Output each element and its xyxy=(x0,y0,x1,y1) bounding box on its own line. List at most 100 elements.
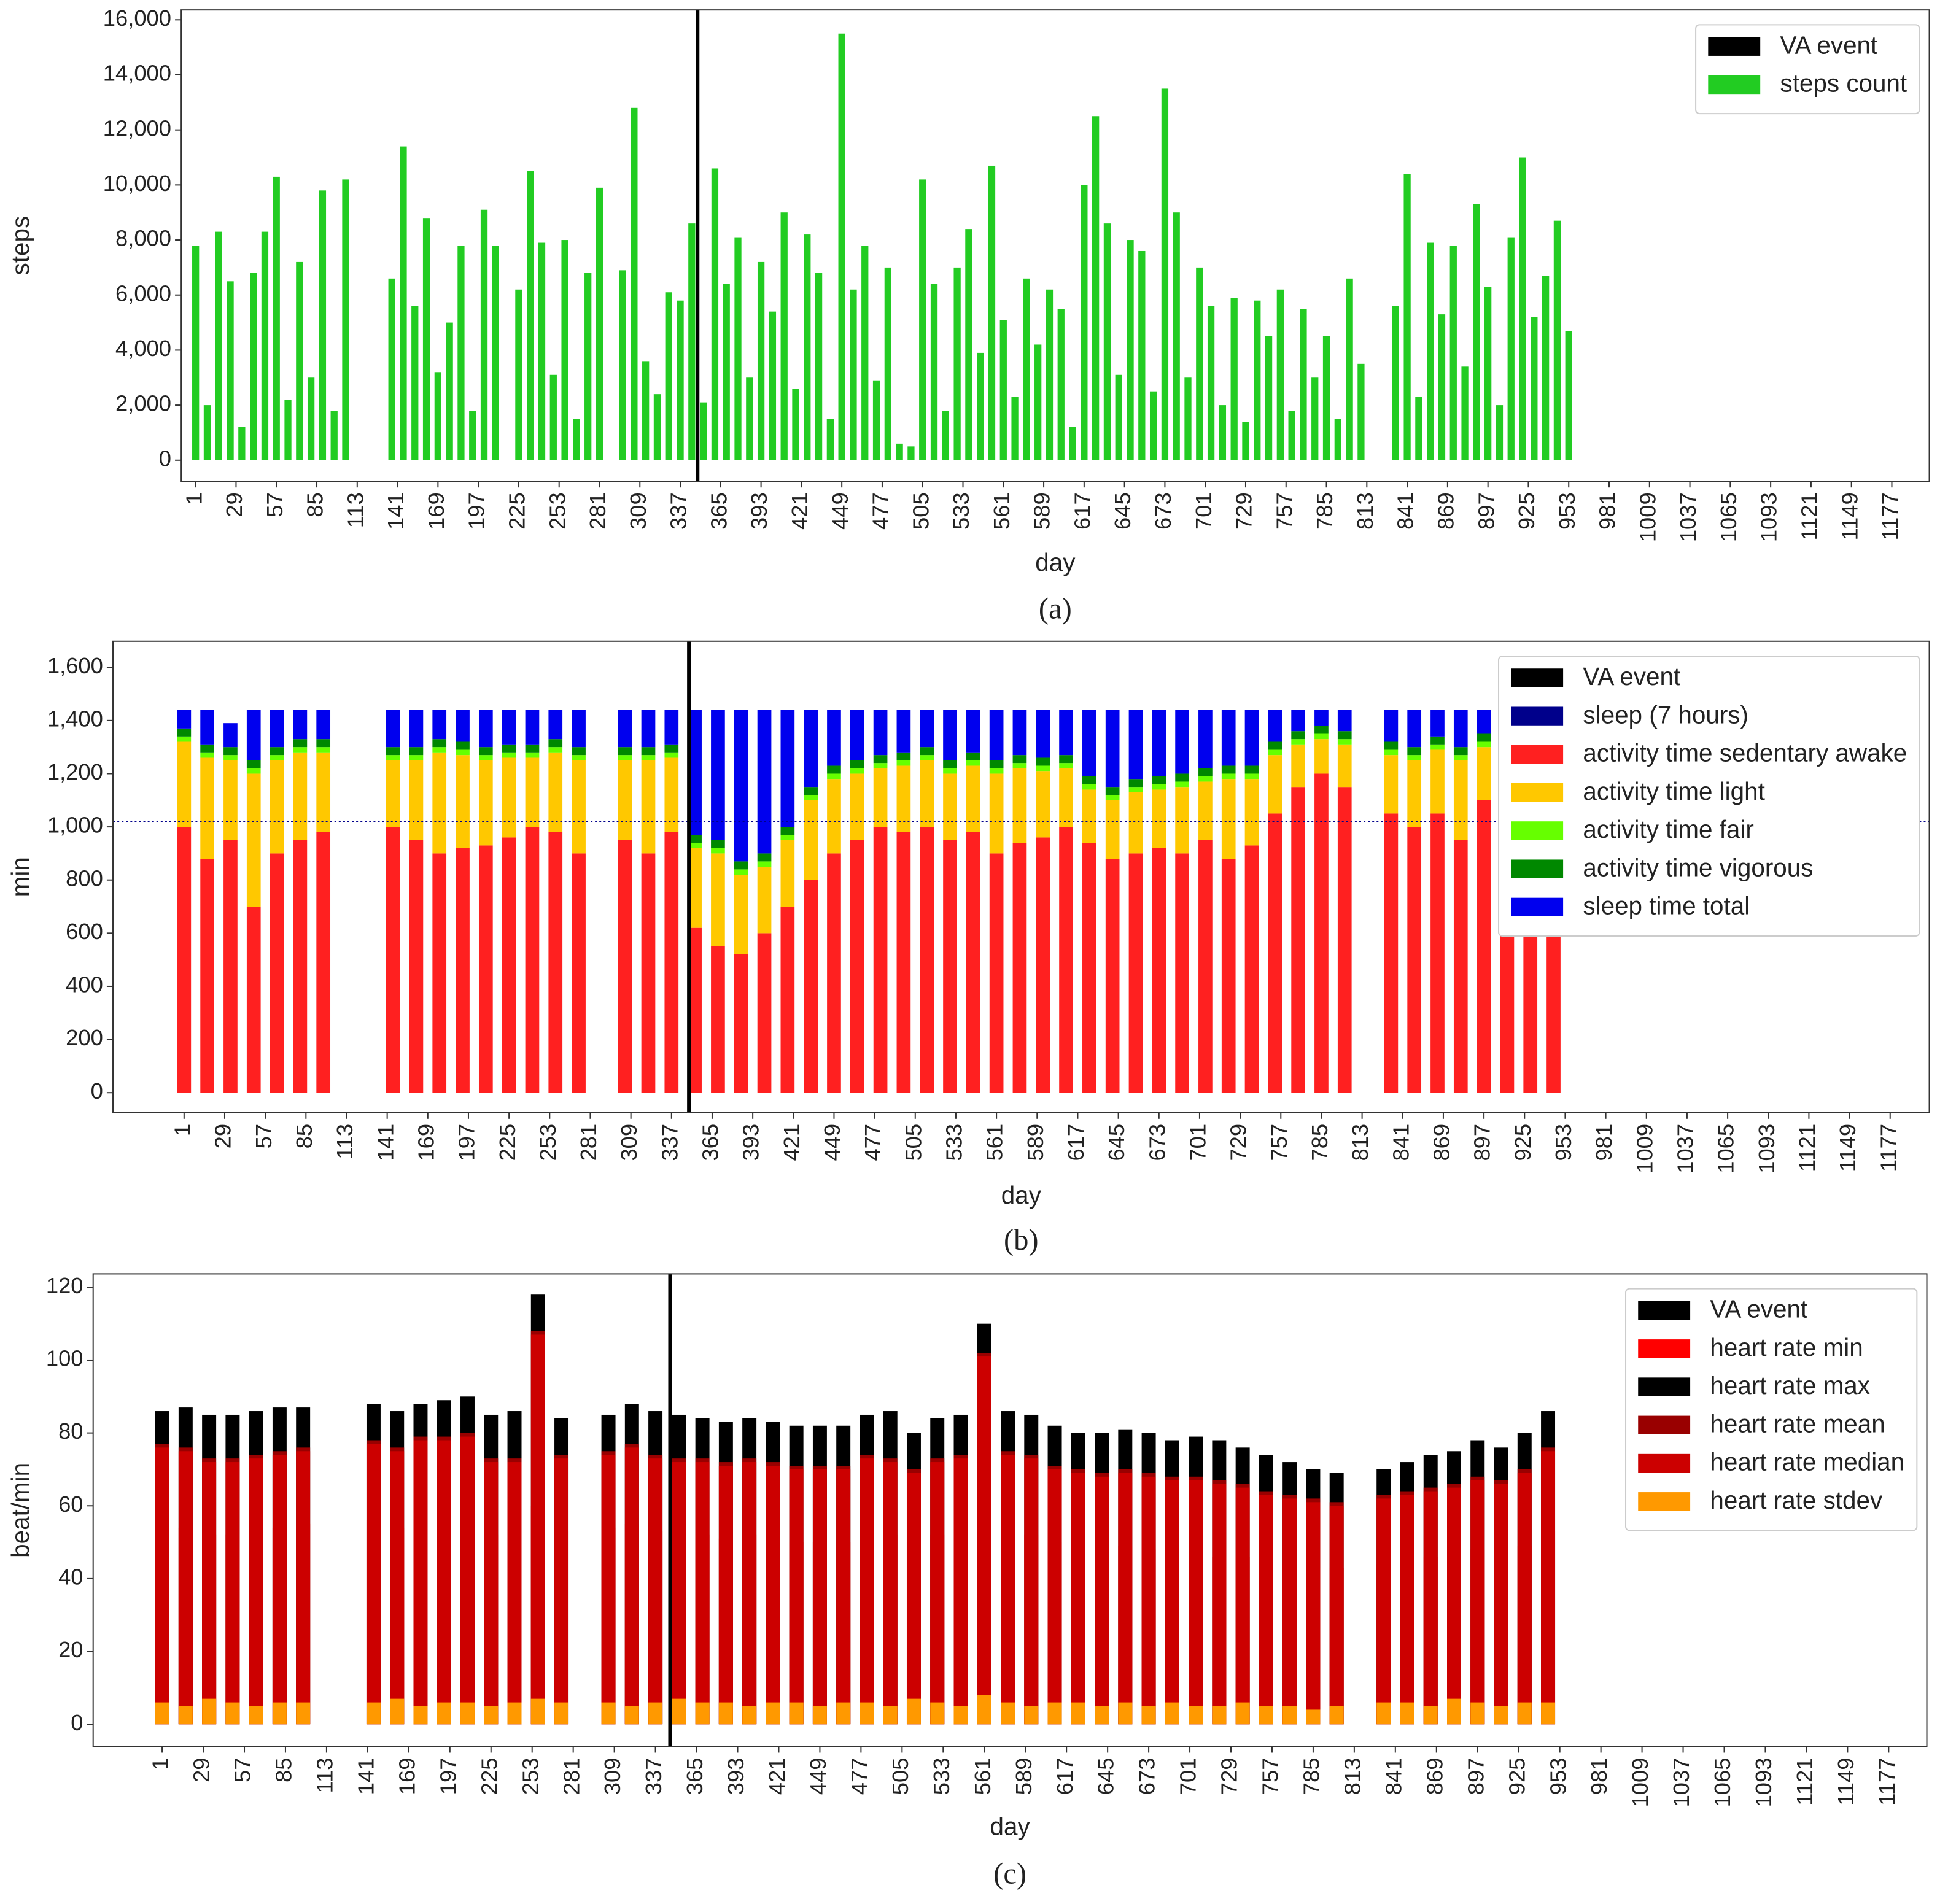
bar-segment xyxy=(1268,755,1282,814)
legend-label: heart rate max xyxy=(1710,1371,1870,1399)
bar xyxy=(411,306,419,460)
bar-segment xyxy=(456,749,470,756)
bar xyxy=(1423,1491,1438,1725)
bar xyxy=(390,1698,405,1725)
bar xyxy=(883,1462,898,1725)
x-tick-label: 113 xyxy=(312,1758,338,1794)
x-tick-label: 29 xyxy=(222,492,247,517)
bar-segment xyxy=(270,747,284,756)
bar-segment xyxy=(989,710,1004,760)
bar xyxy=(434,372,441,460)
bar xyxy=(284,400,292,460)
y-tick-label: 1,000 xyxy=(47,813,103,838)
x-tick-label: 1037 xyxy=(1669,1758,1694,1808)
bar-segment xyxy=(943,710,957,760)
bar xyxy=(1196,267,1203,460)
bar xyxy=(624,1706,639,1725)
bar-segment xyxy=(548,710,563,740)
bar-segment xyxy=(664,710,679,745)
x-tick-label: 393 xyxy=(739,1124,764,1161)
bar xyxy=(1484,287,1492,460)
bar xyxy=(561,240,568,460)
x-tick-label: 953 xyxy=(1554,492,1580,530)
bar-segment xyxy=(757,861,772,867)
bar xyxy=(665,292,672,460)
bar xyxy=(999,320,1007,460)
x-tick-label: 1121 xyxy=(1795,1124,1820,1172)
bar xyxy=(1071,1702,1085,1725)
x-tick-label: 729 xyxy=(1232,492,1257,530)
legend-label: steps count xyxy=(1780,69,1907,98)
bar xyxy=(330,411,338,460)
bar-segment xyxy=(688,710,702,835)
bar xyxy=(1553,220,1561,460)
bar xyxy=(492,246,499,460)
bar-segment xyxy=(1384,755,1399,814)
x-tick-label: 981 xyxy=(1591,1124,1616,1161)
bar xyxy=(1403,174,1411,460)
bar-segment xyxy=(1105,787,1120,795)
x-tick-label: 729 xyxy=(1226,1124,1251,1161)
y-tick-label: 100 xyxy=(46,1346,83,1371)
x-tick-label: 617 xyxy=(1052,1758,1077,1795)
bar xyxy=(1024,1458,1039,1725)
bar xyxy=(769,311,777,460)
bar xyxy=(861,246,869,460)
bar-segment xyxy=(734,861,748,870)
bar-segment xyxy=(316,710,331,740)
bar-segment xyxy=(1477,741,1491,748)
bar xyxy=(272,1455,287,1725)
bar xyxy=(1449,246,1457,460)
bar-segment xyxy=(1291,731,1305,740)
bar-segment xyxy=(780,840,795,907)
bar xyxy=(836,1702,851,1725)
bar xyxy=(1322,336,1330,460)
y-tick-label: 0 xyxy=(71,1710,83,1735)
x-tick-label: 869 xyxy=(1422,1758,1447,1795)
bar-segment xyxy=(1152,789,1166,848)
x-axis-label: day xyxy=(1035,548,1076,576)
bar-segment xyxy=(525,710,540,745)
x-tick-label: 589 xyxy=(1023,1124,1048,1161)
bar-segment xyxy=(850,760,864,768)
bar-segment xyxy=(1128,779,1143,788)
x-tick-label: 645 xyxy=(1110,492,1135,530)
bar xyxy=(507,1462,522,1725)
x-tick-label: 533 xyxy=(929,1758,954,1795)
bar-segment xyxy=(1105,859,1120,1093)
bar-segment xyxy=(966,832,980,1093)
bar-segment xyxy=(502,757,516,838)
bar xyxy=(238,427,246,460)
bar-segment xyxy=(177,827,192,1093)
bar xyxy=(573,419,580,460)
bar-segment xyxy=(478,760,493,846)
x-tick-label: 29 xyxy=(211,1124,236,1148)
bar-segment xyxy=(1082,710,1096,776)
bar-segment xyxy=(1221,710,1236,766)
bar xyxy=(530,1698,545,1725)
bar-segment xyxy=(270,710,284,748)
bar-segment xyxy=(757,853,772,862)
bar-segment xyxy=(1128,853,1143,1093)
y-tick-label: 1,600 xyxy=(47,653,103,678)
x-tick-label: 57 xyxy=(262,492,287,517)
bar xyxy=(619,270,626,460)
bar-segment xyxy=(1337,731,1352,740)
bar xyxy=(746,377,753,460)
legend-label: sleep time total xyxy=(1583,892,1750,920)
bar-segment xyxy=(896,765,911,832)
y-tick-label: 1,400 xyxy=(47,706,103,731)
x-tick-label: 897 xyxy=(1463,1758,1488,1795)
bar xyxy=(1219,405,1227,460)
bar-segment xyxy=(641,853,656,1093)
bar-segment xyxy=(525,827,540,1093)
bar-segment xyxy=(1477,800,1491,1093)
bar-segment xyxy=(525,757,540,827)
x-tick-label: 981 xyxy=(1586,1758,1612,1795)
bar xyxy=(203,405,211,460)
bar-segment xyxy=(1128,792,1143,854)
bar-segment xyxy=(1477,710,1491,734)
x-tick-label: 785 xyxy=(1312,492,1337,530)
bar-segment xyxy=(1314,710,1329,726)
bar-segment xyxy=(873,710,888,756)
